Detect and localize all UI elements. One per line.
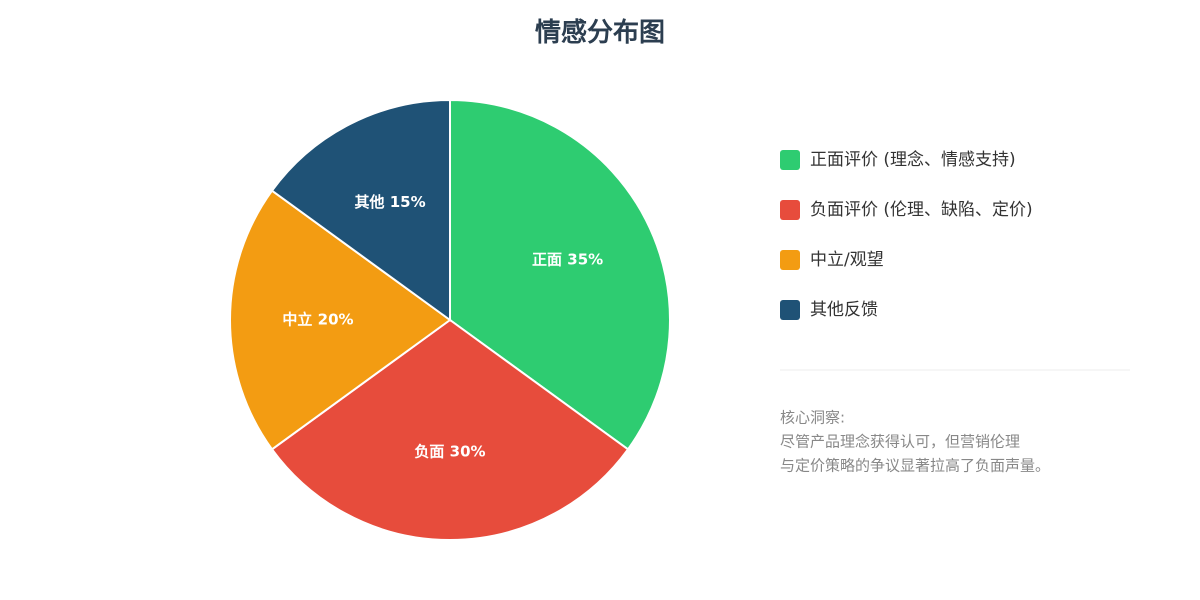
chart-title: 情感分布图 [535, 18, 665, 48]
legend-label: 正面评价 (理念、情感支持) [810, 149, 1016, 170]
legend-swatch [780, 200, 800, 220]
legend-label: 负面评价 (伦理、缺陷、定价) [810, 200, 1033, 220]
slice-label: 正面 35% [532, 251, 603, 269]
legend-swatch [780, 250, 800, 270]
pie-slice [449, 98, 671, 451]
legend-swatch [780, 300, 800, 320]
pie-slice [229, 189, 452, 451]
pie-slice [270, 98, 451, 322]
pie-slice [270, 318, 630, 542]
insight-title: 核心洞察: [780, 409, 845, 427]
slice-label: 负面 30% [414, 443, 485, 461]
insight-line: 尽管产品理念获得认可，但营销伦理 [780, 433, 1020, 451]
legend-label: 中立/观望 [810, 250, 884, 270]
legend-label: 其他反馈 [810, 300, 878, 320]
slice-label: 中立 20% [282, 311, 353, 329]
legend-swatch [780, 150, 800, 170]
insight-line: 与定价策略的争议显著拉高了负面声量。 [780, 457, 1050, 475]
slice-label: 其他 15% [355, 193, 426, 211]
